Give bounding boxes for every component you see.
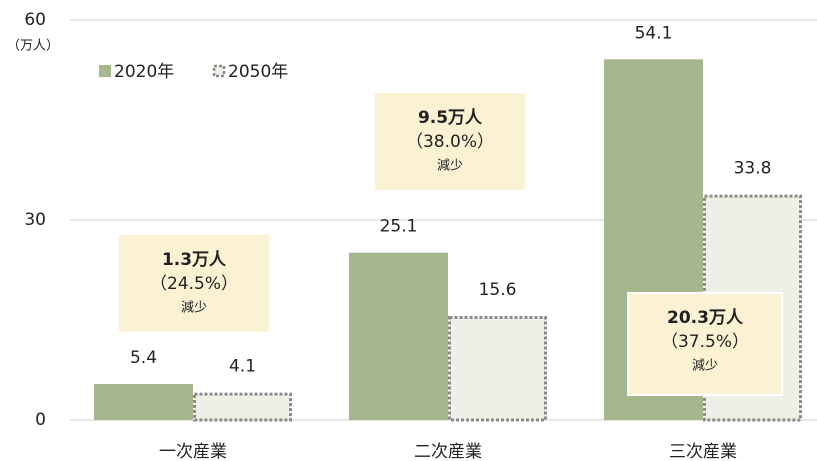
y-unit: （万人） (7, 39, 59, 54)
legend-swatch (212, 64, 226, 78)
data-label: 25.1 (380, 217, 418, 237)
bar (193, 392, 292, 422)
annotation-text: （37.5%） (661, 332, 749, 352)
annotation-box (627, 292, 783, 396)
bar (349, 252, 448, 420)
annotation-text: （38.0%） (406, 132, 494, 152)
legend-label: 2050年 (228, 62, 288, 82)
bar (448, 316, 547, 422)
data-label: 15.6 (479, 280, 517, 300)
annotation-box (375, 93, 525, 190)
legend-label: 2020年 (114, 62, 174, 82)
annotation-text: 減少 (437, 158, 463, 174)
y-tick-label: 60 (24, 10, 46, 30)
data-label: 54.1 (635, 23, 673, 43)
data-label: 33.8 (734, 159, 772, 179)
x-tick-label: 二次産業 (414, 442, 482, 461)
bar (94, 384, 193, 420)
x-tick-label: 一次産業 (159, 442, 227, 461)
x-tick-label: 三次産業 (669, 442, 737, 461)
annotation-text: （24.5%） (150, 274, 238, 294)
annotation-text: 減少 (692, 358, 718, 374)
legend-swatch (99, 65, 111, 77)
data-label: 4.1 (229, 357, 256, 377)
annotation-text: 減少 (181, 300, 207, 316)
y-tick-label: 0 (35, 410, 46, 430)
data-label: 5.4 (130, 348, 157, 368)
annotation-text: 1.3万人 (162, 250, 227, 270)
y-tick-label: 30 (24, 210, 46, 230)
annotation-text: 9.5万人 (418, 108, 483, 128)
annotation-box (119, 235, 269, 332)
annotation-text: 20.3万人 (667, 308, 744, 328)
